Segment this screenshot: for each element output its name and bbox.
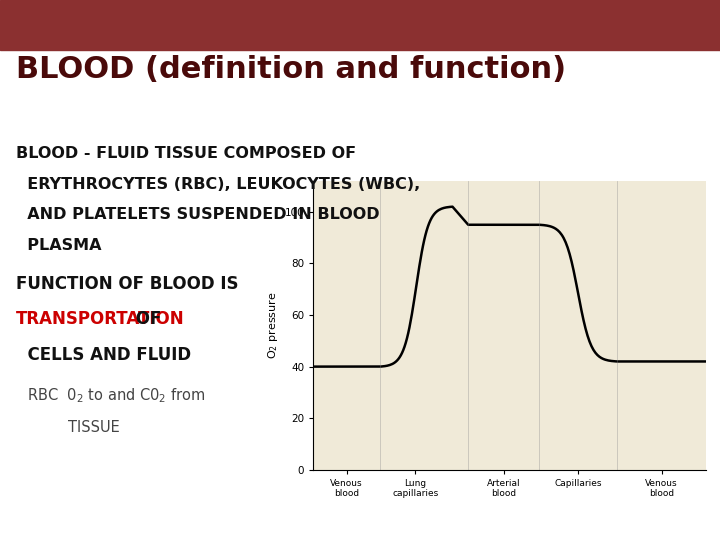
Text: CELLS AND FLUID: CELLS AND FLUID [16,346,191,363]
Text: RBC  0$_2$ to and C0$_2$ from: RBC 0$_2$ to and C0$_2$ from [27,386,206,405]
Y-axis label: O$_2$ pressure: O$_2$ pressure [266,292,280,359]
Text: AND PLATELETS SUSPENDED IN BLOOD: AND PLATELETS SUSPENDED IN BLOOD [16,207,379,222]
Text: TISSUE: TISSUE [68,420,120,435]
Text: FUNCTION OF BLOOD IS: FUNCTION OF BLOOD IS [16,275,238,293]
Text: ERYTHROCYTES (RBC), LEUKOCYTES (WBC),: ERYTHROCYTES (RBC), LEUKOCYTES (WBC), [16,177,420,192]
Text: BLOOD (definition and function): BLOOD (definition and function) [16,55,566,84]
Text: TRANSPORTATION: TRANSPORTATION [16,310,184,328]
Text: PLASMA: PLASMA [16,238,102,253]
Text: BLOOD - FLUID TISSUE COMPOSED OF: BLOOD - FLUID TISSUE COMPOSED OF [16,146,356,161]
Text: OF: OF [130,310,161,328]
